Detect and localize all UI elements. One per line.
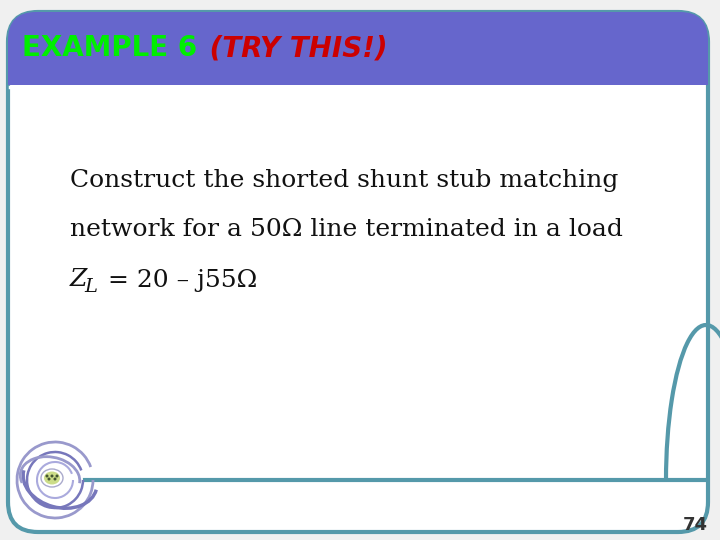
Circle shape	[45, 475, 48, 477]
Ellipse shape	[44, 471, 60, 484]
Circle shape	[53, 477, 56, 481]
FancyBboxPatch shape	[8, 12, 708, 532]
Circle shape	[48, 477, 50, 481]
Text: = 20 – j55Ω: = 20 – j55Ω	[100, 268, 257, 292]
Text: L: L	[84, 278, 97, 296]
FancyBboxPatch shape	[8, 12, 708, 85]
Bar	[8, 45, 708, 85]
Text: EXAMPLE 6: EXAMPLE 6	[22, 34, 197, 62]
Text: Construct the shorted shunt stub matching: Construct the shorted shunt stub matchin…	[70, 168, 618, 192]
Circle shape	[50, 475, 53, 477]
Text: Z: Z	[70, 268, 87, 292]
Text: network for a 50Ω line terminated in a load: network for a 50Ω line terminated in a l…	[70, 219, 623, 241]
Text: 74: 74	[683, 516, 708, 534]
Circle shape	[55, 475, 58, 477]
Text: (TRY THIS!): (TRY THIS!)	[200, 34, 387, 62]
Ellipse shape	[41, 469, 63, 487]
